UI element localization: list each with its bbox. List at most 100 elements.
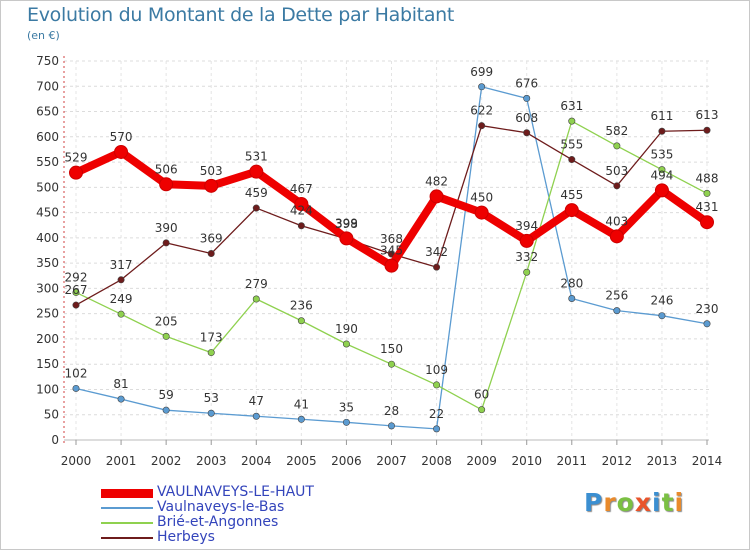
y-tick-label: 50 <box>44 408 59 422</box>
data-point <box>478 122 486 130</box>
data-point <box>658 127 666 135</box>
x-tick-label: 2003 <box>196 454 227 468</box>
proxiti-logo: Proxiti <box>584 488 684 517</box>
data-label: 236 <box>290 299 313 313</box>
x-tick-label: 2004 <box>241 454 272 468</box>
data-label: 529 <box>65 151 88 165</box>
legend-swatch <box>101 537 153 539</box>
logo-letter: x <box>634 488 652 517</box>
data-label: 280 <box>560 277 583 291</box>
data-point <box>703 320 711 328</box>
data-label: 555 <box>560 138 583 152</box>
data-point <box>162 406 170 414</box>
data-label: 109 <box>425 363 448 377</box>
data-label: 535 <box>650 148 673 162</box>
legend-swatch <box>101 488 153 498</box>
logo-letter: i <box>674 488 685 517</box>
data-point <box>339 231 354 246</box>
data-label: 205 <box>155 314 178 328</box>
data-point <box>519 233 534 248</box>
data-label: 488 <box>696 171 719 185</box>
y-tick-label: 750 <box>36 54 59 68</box>
data-point <box>564 203 579 218</box>
data-point <box>654 183 669 198</box>
data-point <box>474 205 489 220</box>
series-group <box>69 83 714 433</box>
data-point <box>384 258 399 273</box>
data-point <box>252 204 260 212</box>
y-tick-label: 500 <box>36 180 59 194</box>
data-point <box>703 189 711 197</box>
data-label: 317 <box>110 258 133 272</box>
data-label: 611 <box>650 109 673 123</box>
data-label: 459 <box>245 186 268 200</box>
data-point <box>72 384 80 392</box>
data-point <box>252 412 260 420</box>
x-tick-label: 2010 <box>511 454 542 468</box>
data-point <box>72 288 80 296</box>
data-label: 403 <box>605 214 628 228</box>
data-label: 267 <box>65 283 88 297</box>
y-tick-label: 450 <box>36 206 59 220</box>
chart-title: Evolution du Montant de la Dette par Hab… <box>27 4 455 26</box>
data-label: 494 <box>650 168 673 182</box>
data-point <box>207 409 215 417</box>
data-label: 53 <box>204 391 219 405</box>
data-point <box>249 164 264 179</box>
data-label: 35 <box>339 400 354 414</box>
data-point <box>159 177 174 192</box>
data-point <box>252 295 260 303</box>
data-point <box>568 156 576 164</box>
data-point <box>204 178 219 193</box>
data-label: 60 <box>474 388 489 402</box>
data-point <box>342 418 350 426</box>
data-point <box>658 312 666 320</box>
data-point <box>114 144 129 159</box>
data-point <box>613 307 621 315</box>
logo-letter: o <box>616 488 635 517</box>
logo-letter: i <box>652 488 662 517</box>
data-point <box>117 276 125 284</box>
y-tick-label: 200 <box>36 332 59 346</box>
data-point <box>207 349 215 357</box>
data-label: 173 <box>200 331 223 345</box>
data-label: 279 <box>245 277 268 291</box>
data-label: 249 <box>110 292 133 306</box>
data-label: 368 <box>380 232 403 246</box>
y-tick-label: 100 <box>36 382 59 396</box>
x-tick-label: 2001 <box>106 454 137 468</box>
data-point <box>117 310 125 318</box>
data-label: 482 <box>425 174 448 188</box>
y-tick-label: 550 <box>36 155 59 169</box>
data-label: 342 <box>425 245 448 259</box>
y-tick-label: 0 <box>51 433 59 447</box>
x-tick-label: 2002 <box>151 454 182 468</box>
data-point <box>207 250 215 258</box>
data-label: 431 <box>696 200 719 214</box>
data-label: 503 <box>605 164 628 178</box>
data-label: 699 <box>470 65 493 79</box>
data-point <box>297 317 305 325</box>
data-point <box>700 215 714 230</box>
data-point <box>658 166 666 174</box>
data-point <box>387 360 395 368</box>
data-label: 455 <box>560 188 583 202</box>
data-label: 47 <box>249 394 264 408</box>
data-label: 450 <box>470 191 493 205</box>
data-label: 345 <box>380 244 403 258</box>
data-label: 467 <box>290 182 313 196</box>
data-label: 622 <box>470 104 493 118</box>
data-label: 582 <box>605 124 628 138</box>
x-tick-label: 2009 <box>466 454 497 468</box>
data-point <box>429 189 444 204</box>
data-point <box>342 340 350 348</box>
logo-letter: r <box>603 488 617 517</box>
data-label: 150 <box>380 342 403 356</box>
data-point <box>72 301 80 309</box>
data-label: 394 <box>515 219 538 233</box>
legend-label: Herbeys <box>157 529 215 545</box>
y-tick-label: 300 <box>36 281 59 295</box>
x-tick-label: 2000 <box>61 454 92 468</box>
logo-letter: t <box>661 488 675 517</box>
x-tick-label: 2007 <box>376 454 407 468</box>
